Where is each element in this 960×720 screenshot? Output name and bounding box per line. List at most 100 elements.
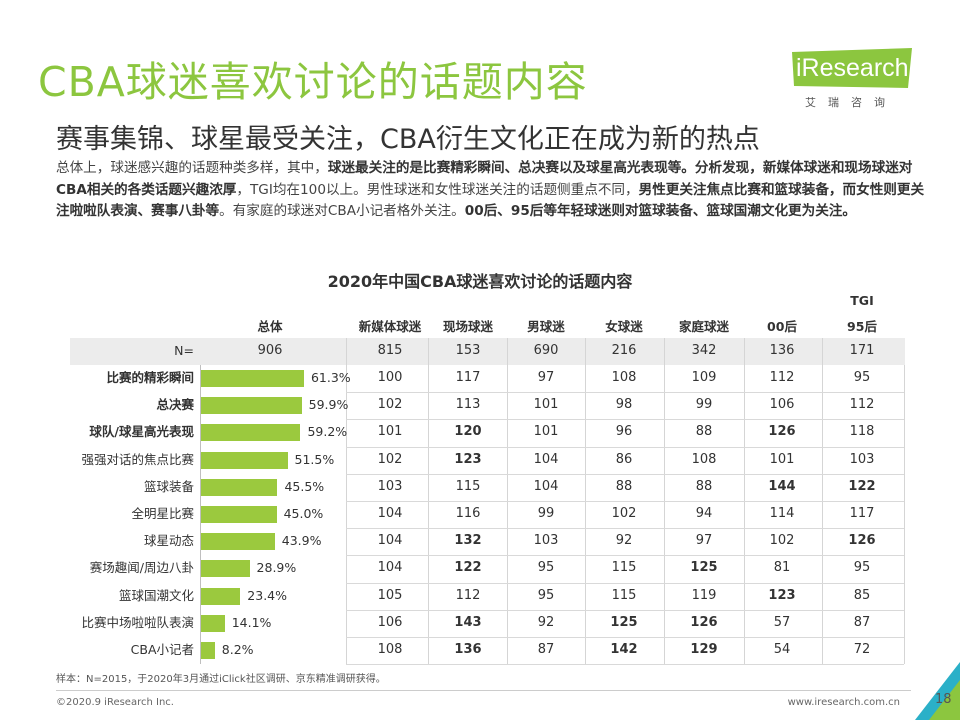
intro-segment: 男性更关注焦点比赛和篮球装备，而女性则更关注啦啦队表演、赛事八卦等 [56, 181, 925, 220]
tgi-value: 104 [377, 560, 403, 576]
tgi-value: 108 [611, 370, 637, 385]
column-divider [744, 338, 745, 365]
tgi-value: 92 [615, 533, 633, 549]
tgi-value: 125 [690, 560, 718, 576]
tgi-value: 88 [695, 478, 713, 494]
category-label: 赛场趣闻/周边八卦 [89, 560, 194, 576]
row-divider [346, 528, 904, 530]
row-divider [346, 637, 904, 638]
category-label: CBA小记者 [130, 642, 194, 657]
category-label: 总决赛 [156, 397, 194, 413]
row-divider [346, 446, 904, 448]
tgi-value: 95 [853, 560, 871, 576]
column-divider [346, 365, 347, 665]
tgi-value: 122 [848, 478, 876, 494]
bar-value-label: 51.5% [294, 451, 335, 467]
intro-segment: 总体上，球迷感兴趣的话题种类多样，其中， [56, 160, 328, 176]
tgi-value: 104 [533, 478, 559, 494]
tgi-value: 123 [454, 451, 482, 467]
page-number: 18 [935, 692, 952, 707]
tgi-value: 112 [849, 397, 875, 413]
bar [201, 478, 278, 496]
tgi-value: 88 [615, 478, 633, 494]
tgi-label: TGI [850, 293, 874, 308]
tgi-value: 102 [769, 533, 795, 549]
column-divider [664, 365, 665, 665]
page-title: CBA球迷喜欢讨论的话题内容 [38, 58, 588, 106]
tgi-value: 54 [773, 642, 791, 657]
tgi-value: 108 [691, 451, 717, 467]
tgi-value: 126 [848, 533, 876, 549]
axis-line [200, 365, 201, 665]
column-header: 女球迷 [605, 319, 643, 334]
row-divider [346, 419, 904, 421]
tgi-value: 118 [849, 424, 875, 440]
tgi-value: 123 [768, 587, 796, 603]
tgi-value: 106 [769, 397, 795, 413]
bar [201, 451, 288, 469]
tgi-value: 114 [769, 506, 795, 521]
row-divider [346, 582, 904, 584]
footer-divider [56, 690, 911, 691]
tgi-value: 97 [537, 370, 555, 385]
sample-size-value: 216 [611, 343, 637, 358]
tgi-value: 117 [849, 506, 875, 521]
column-divider [664, 338, 665, 365]
sample-size-label: N= [174, 343, 194, 358]
tgi-value: 104 [533, 451, 559, 467]
bar-value-label: 45.5% [284, 478, 325, 494]
tgi-value: 57 [773, 614, 791, 630]
tgi-value: 103 [533, 533, 559, 549]
category-label: 篮球国潮文化 [118, 587, 194, 603]
column-divider [507, 338, 508, 365]
tgi-value: 92 [537, 614, 555, 630]
tgi-value: 113 [455, 397, 481, 413]
tgi-value: 100 [377, 370, 403, 385]
category-label: 比赛的精彩瞬间 [106, 370, 194, 385]
column-divider [904, 365, 905, 665]
bar [201, 614, 225, 632]
logo-text: iResearch [796, 54, 909, 82]
tgi-value: 126 [768, 424, 796, 440]
tgi-value: 97 [695, 533, 713, 549]
bar-value-label: 23.4% [247, 587, 288, 603]
tgi-value: 88 [695, 424, 713, 440]
tgi-value: 102 [377, 397, 403, 413]
row-divider [346, 473, 904, 475]
tgi-value: 136 [454, 642, 482, 657]
tgi-value: 101 [769, 451, 795, 467]
sample-size-value: 136 [769, 343, 795, 358]
logo-subtext: 艾瑞咨询 [805, 96, 897, 109]
row-divider [346, 609, 904, 611]
page-subtitle: 赛事集锦、球星最受关注，CBA衍生文化正在成为新的热点 [56, 124, 760, 155]
row-divider [346, 501, 904, 502]
logo-badge-icon [792, 48, 912, 88]
tgi-value: 94 [695, 506, 713, 521]
website-url: www.iresearch.com.cn [787, 697, 900, 708]
tgi-value: 143 [454, 614, 482, 630]
tgi-value: 87 [537, 642, 555, 657]
tgi-value: 95 [537, 587, 555, 603]
column-divider [428, 365, 429, 665]
tgi-value: 102 [611, 506, 637, 521]
column-divider [346, 338, 347, 365]
tgi-value: 101 [533, 424, 559, 440]
tgi-value: 98 [615, 397, 633, 413]
tgi-value: 120 [454, 424, 482, 440]
tgi-value: 119 [691, 587, 717, 603]
column-divider [822, 338, 823, 365]
sample-size-row [70, 338, 905, 365]
tgi-value: 106 [377, 614, 403, 630]
tgi-value: 103 [849, 451, 875, 467]
column-header: 家庭球迷 [678, 319, 729, 334]
tgi-value: 115 [455, 478, 481, 494]
tgi-value: 108 [377, 642, 403, 657]
sample-size-value: 153 [455, 343, 481, 358]
bar [201, 370, 304, 387]
intro-segment: 球迷最关注的是比赛精彩瞬间、总决赛以及球星高光表现等。分析发现，新媒体球迷和现场… [56, 160, 913, 198]
column-divider [585, 365, 586, 665]
copyright: ©2020.9 iResearch Inc. [56, 697, 174, 708]
column-divider [585, 338, 586, 365]
tgi-value: 101 [377, 424, 403, 440]
tgi-value: 126 [690, 614, 718, 630]
